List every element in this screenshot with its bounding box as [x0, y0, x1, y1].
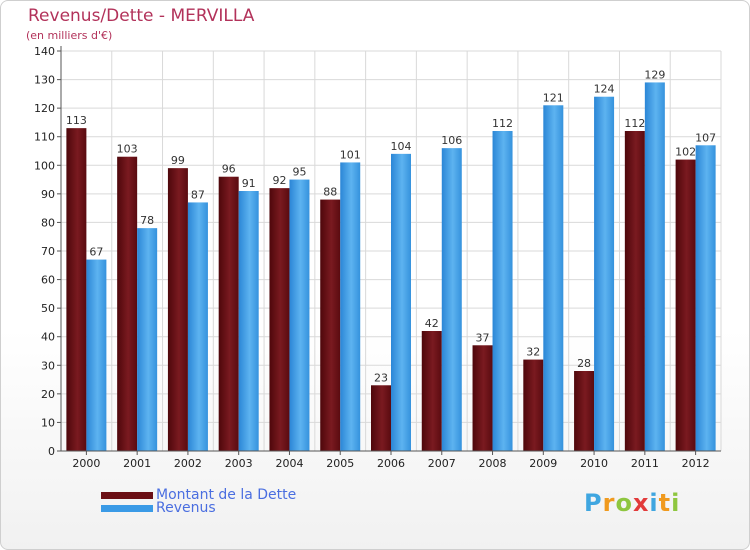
data-label-debt: 113 — [66, 114, 87, 127]
bar-revenus — [238, 191, 259, 451]
bar-revenus — [340, 162, 361, 451]
bar-debt — [167, 168, 188, 451]
bar-debt — [624, 131, 645, 451]
legend-swatch-revenus — [101, 505, 153, 512]
bar-debt — [117, 156, 138, 451]
data-label-debt: 42 — [425, 317, 439, 330]
data-label-debt: 92 — [272, 174, 286, 187]
bar-revenus — [86, 259, 107, 451]
data-label-debt: 32 — [526, 346, 540, 359]
y-tick-label: 10 — [41, 416, 55, 429]
data-label-debt: 112 — [624, 117, 645, 130]
data-label-revenus: 124 — [594, 83, 615, 96]
legend-swatch-debt — [101, 492, 153, 499]
x-tick-label: 2006 — [377, 457, 405, 470]
proxiti-logo: Proxiti — [584, 489, 680, 517]
data-label-revenus: 101 — [340, 148, 361, 161]
bar-revenus — [187, 202, 208, 451]
bars — [66, 82, 716, 452]
data-label-debt: 37 — [476, 331, 490, 344]
data-label-revenus: 121 — [543, 91, 564, 104]
axes: 0 10 20 30 40 50 60 70 80 90 100 110 120 130 140 2000 20… — [34, 45, 721, 470]
y-tick-label: 100 — [34, 159, 55, 172]
data-label-revenus: 78 — [140, 214, 154, 227]
chart-title: Revenus/Dette - MERVILLA — [28, 6, 255, 26]
bar-revenus — [543, 105, 564, 452]
y-tick-label: 80 — [41, 216, 55, 229]
y-tick-label: 0 — [48, 445, 55, 458]
x-tick-label: 2003 — [225, 457, 253, 470]
bar-debt — [269, 188, 290, 451]
bar-revenus — [391, 153, 411, 451]
y-tick-label: 90 — [41, 188, 55, 201]
bar-debt — [218, 176, 239, 451]
bar-revenus — [137, 228, 158, 451]
bar-revenus — [441, 148, 462, 451]
x-tick-label: 2005 — [326, 457, 354, 470]
logo-letter: o — [615, 489, 633, 517]
bar-debt — [371, 385, 391, 451]
data-label-debt: 88 — [323, 186, 337, 199]
y-tick-label: 110 — [34, 131, 55, 144]
y-tick-label: 70 — [41, 245, 55, 258]
chart-subtitle: (en milliers d'€) — [26, 29, 113, 42]
legend-label-debt: Montant de la Dette — [156, 487, 297, 503]
bar-debt — [421, 331, 442, 451]
data-label-revenus: 106 — [441, 134, 462, 147]
data-label-revenus: 95 — [292, 166, 306, 179]
x-tick-label: 2002 — [174, 457, 202, 470]
data-label-revenus: 91 — [242, 177, 256, 190]
data-label-revenus: 87 — [191, 188, 205, 201]
data-label-revenus: 112 — [492, 117, 513, 130]
x-tick-label: 2007 — [428, 457, 456, 470]
y-tick-label: 40 — [41, 331, 55, 344]
bar-revenus — [695, 145, 716, 452]
data-label-debt: 23 — [374, 371, 388, 384]
x-tick-label: 2012 — [682, 457, 710, 470]
data-label-revenus: 129 — [644, 68, 665, 81]
y-tick-label: 130 — [34, 74, 55, 87]
data-label-revenus: 67 — [89, 246, 103, 259]
bar-revenus — [644, 82, 665, 451]
bar-revenus — [492, 131, 513, 451]
x-tick-label: 2009 — [529, 457, 557, 470]
x-tick-label: 2010 — [580, 457, 608, 470]
x-tick-label: 2011 — [631, 457, 659, 470]
data-label-debt: 103 — [117, 143, 138, 156]
logo-letter: t — [658, 489, 672, 517]
bar-debt — [320, 199, 341, 451]
data-label-debt: 99 — [171, 154, 185, 167]
data-label-debt: 96 — [222, 163, 236, 176]
logo-letter: i — [671, 489, 681, 517]
x-tick-label: 2001 — [123, 457, 151, 470]
x-tick-label: 2004 — [275, 457, 303, 470]
data-labels: 113 67 103 78 99 87 96 91 92 95 88 101 23 104 42 106 37 1… — [66, 68, 716, 384]
bar-debt — [472, 345, 493, 451]
legend-label-revenus: Revenus — [156, 500, 216, 516]
data-label-debt: 102 — [675, 146, 696, 159]
y-tick-label: 30 — [41, 359, 55, 372]
bar-debt — [66, 128, 87, 451]
y-tick-label: 60 — [41, 274, 55, 287]
data-label-revenus: 107 — [695, 131, 716, 144]
y-tick-label: 120 — [34, 102, 55, 115]
bar-revenus — [289, 179, 310, 452]
logo-letter: r — [602, 489, 616, 517]
data-label-debt: 28 — [577, 357, 591, 370]
x-tick-label: 2008 — [479, 457, 507, 470]
bar-debt — [675, 159, 696, 452]
y-tick-label: 50 — [41, 302, 55, 315]
logo-letter: P — [584, 489, 603, 517]
bar-debt — [574, 371, 595, 451]
y-tick-label: 140 — [34, 45, 55, 58]
bar-debt — [523, 359, 544, 451]
logo-letter: i — [649, 489, 659, 517]
y-tick-label: 20 — [41, 388, 55, 401]
logo-letter: x — [632, 489, 650, 517]
data-label-revenus: 104 — [391, 140, 412, 153]
x-tick-label: 2000 — [72, 457, 100, 470]
bar-revenus — [594, 96, 615, 451]
